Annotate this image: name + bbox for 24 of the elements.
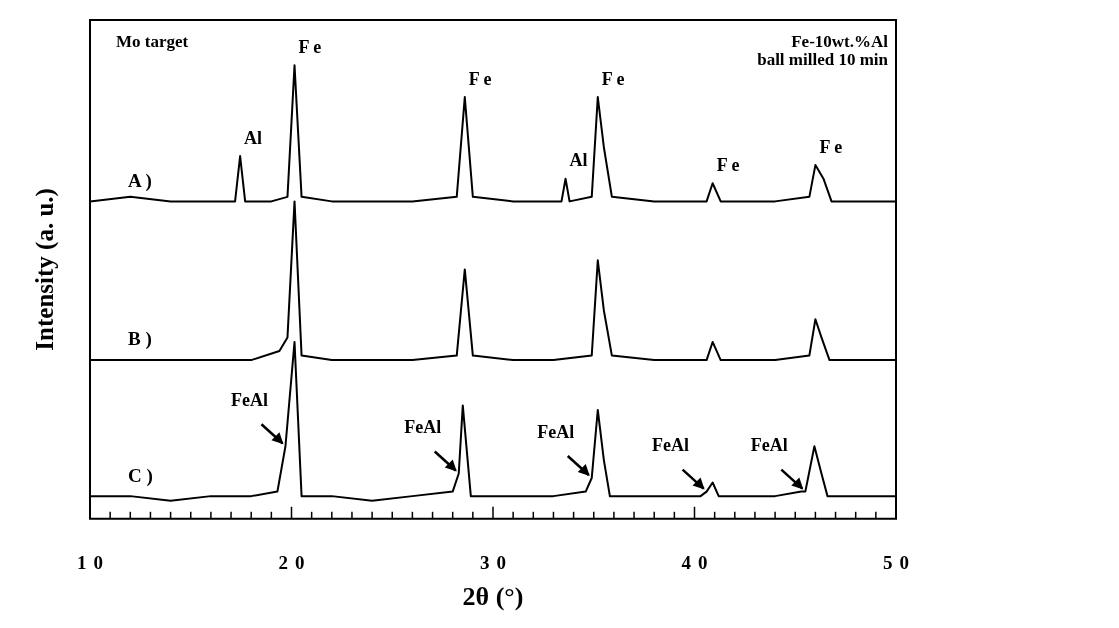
annotation: F e bbox=[819, 136, 843, 157]
y-axis-title: Intensity (a. u.) bbox=[31, 188, 60, 351]
annotation: FeAl bbox=[652, 435, 690, 456]
x-tick-label: 50 bbox=[883, 552, 916, 574]
series-label: B ) bbox=[128, 328, 152, 351]
annotation: F e bbox=[601, 68, 625, 89]
series-label: A ) bbox=[128, 169, 152, 192]
text: Mo target bbox=[116, 31, 189, 51]
x-tick-label: 20 bbox=[278, 552, 312, 574]
annotation: F e bbox=[468, 68, 492, 89]
x-axis-title: 2θ (°) bbox=[462, 582, 524, 612]
annotation: F e bbox=[298, 37, 322, 57]
annotation: FeAl bbox=[537, 421, 575, 442]
annotation: FeAl bbox=[404, 417, 442, 438]
annotation: FeAl bbox=[750, 435, 788, 456]
series-label: C ) bbox=[128, 464, 153, 487]
annotation: Al bbox=[569, 150, 588, 171]
annotation: Fe-10wt.%Al ball milled 10 min bbox=[757, 31, 889, 69]
x-tick-label: 10 bbox=[77, 552, 110, 574]
x-tick-label: 30 bbox=[480, 552, 513, 574]
x-tick-label: 40 bbox=[681, 552, 715, 574]
annotation: F e bbox=[716, 154, 740, 175]
annotation: Al bbox=[244, 127, 263, 148]
annotation: FeAl bbox=[230, 389, 268, 410]
